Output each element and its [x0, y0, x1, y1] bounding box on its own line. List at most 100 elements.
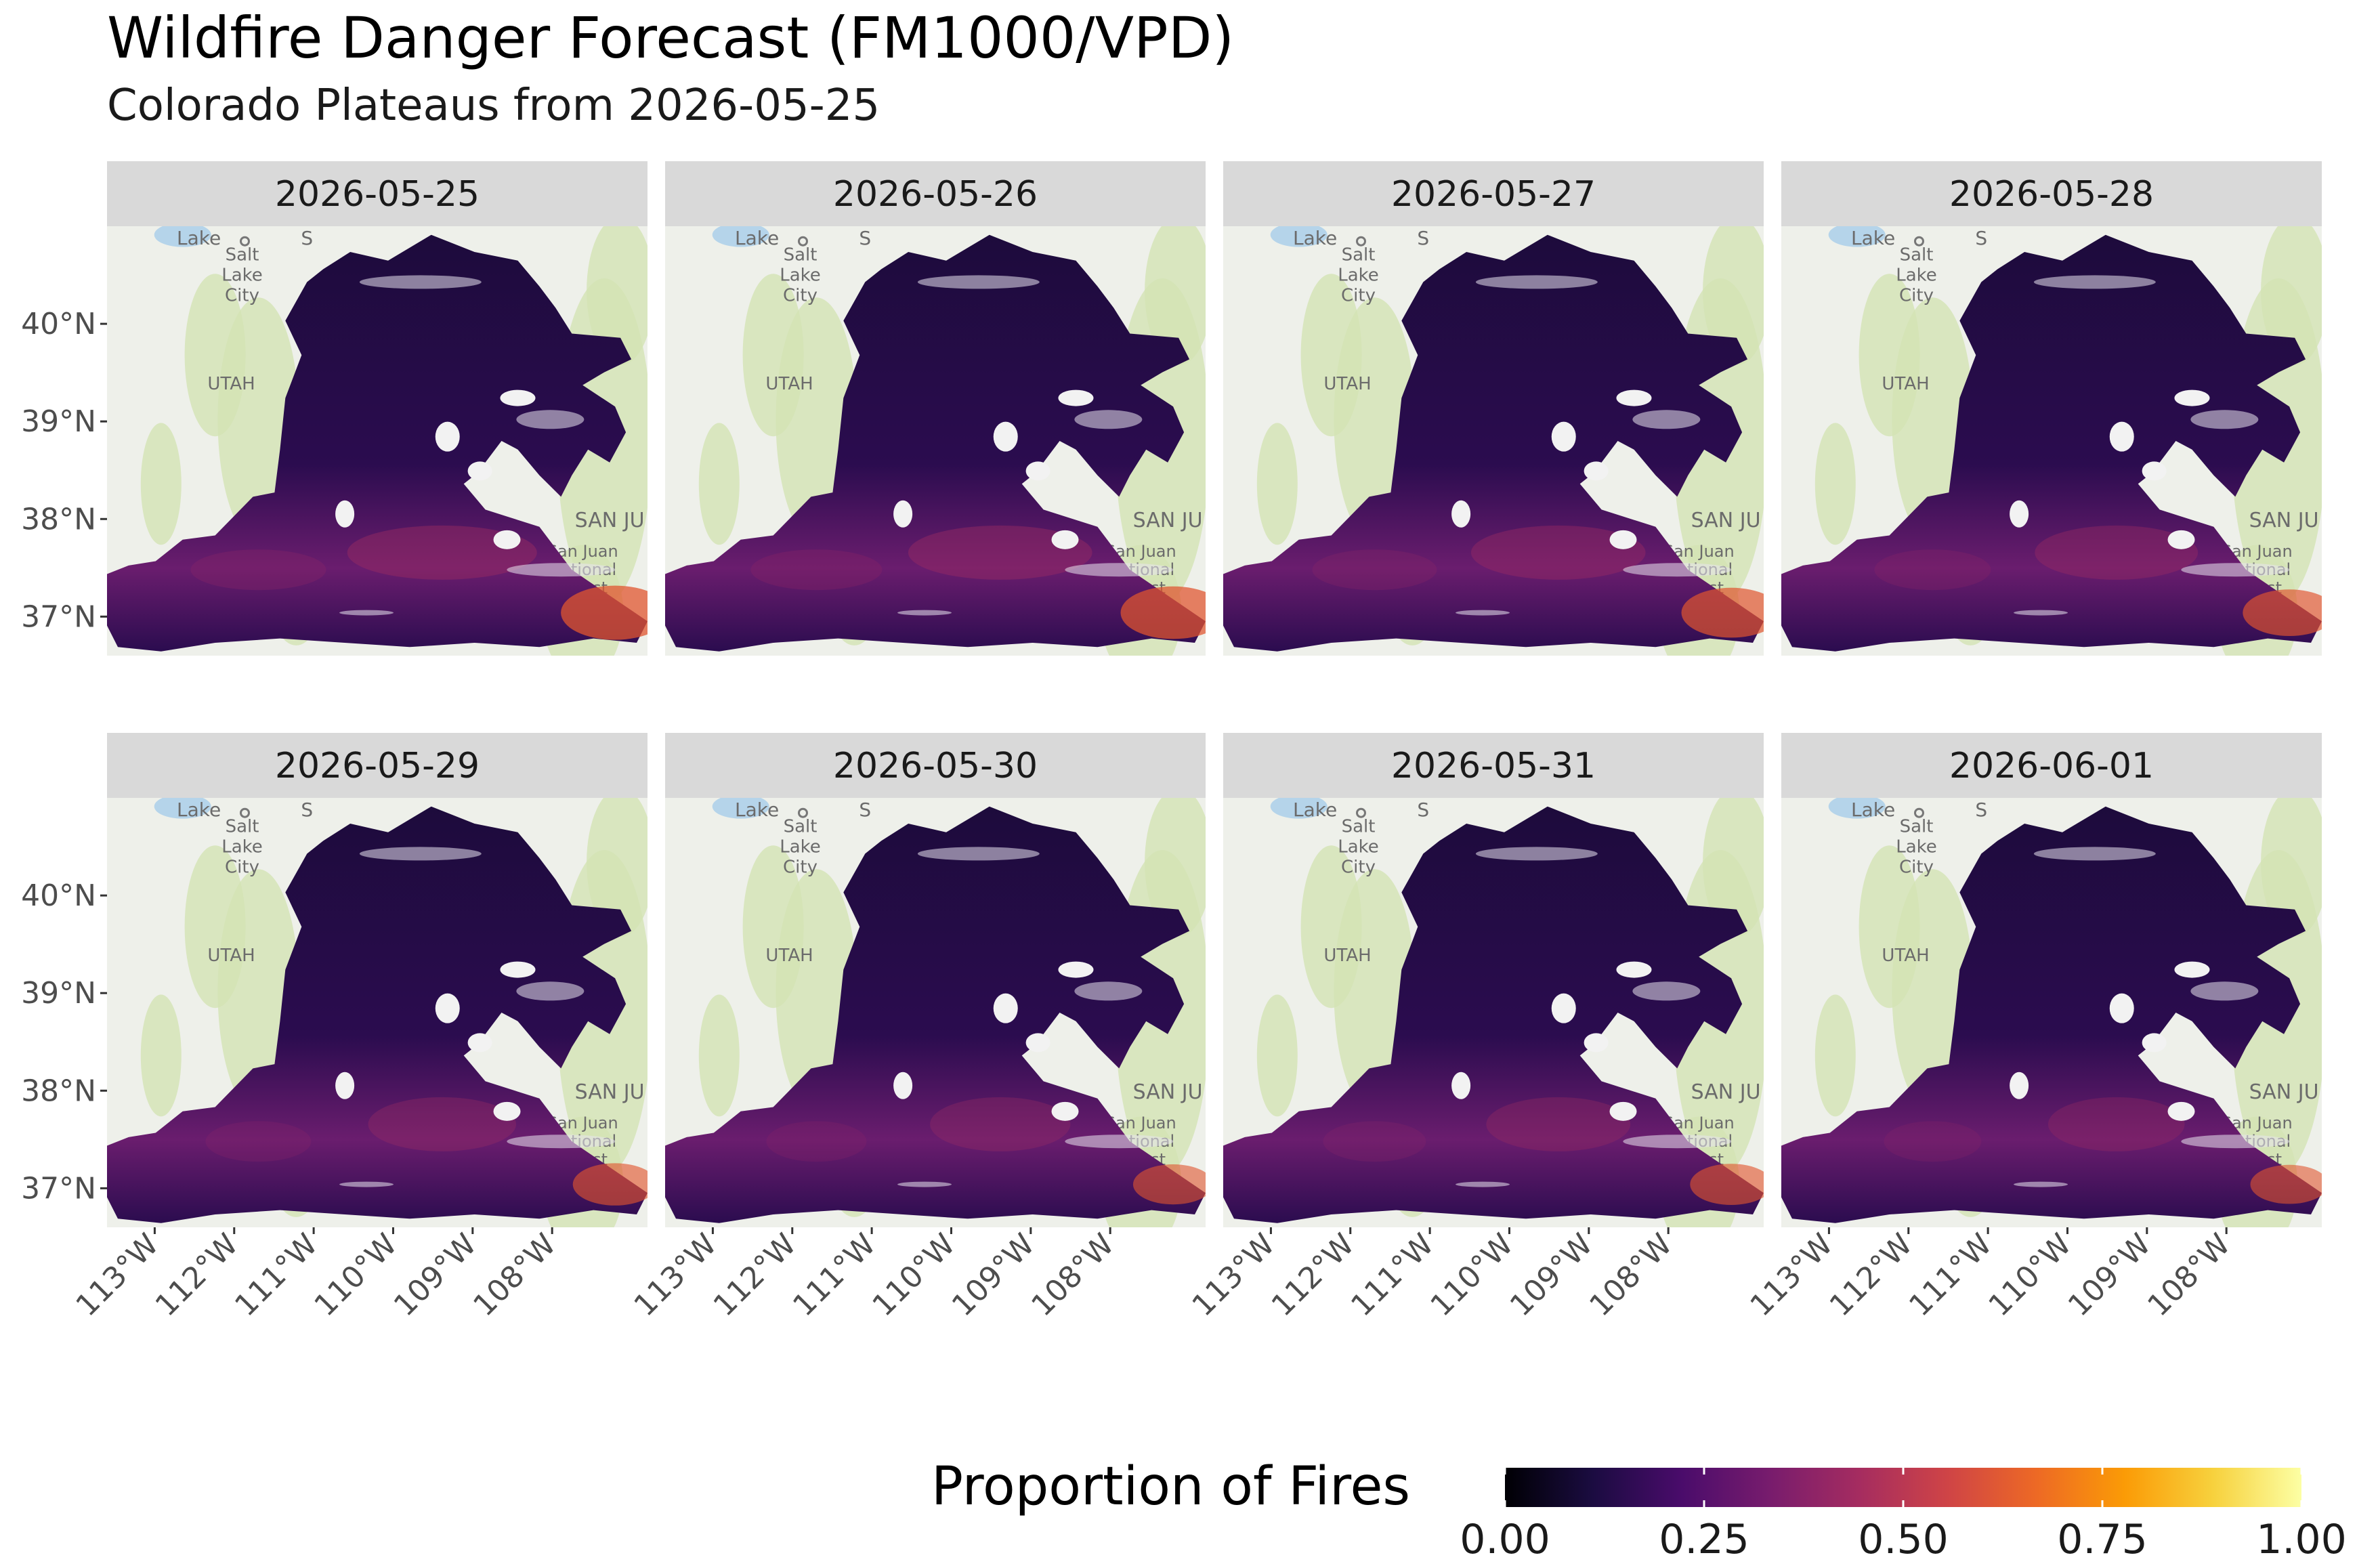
lake-shape — [154, 798, 211, 819]
region-gap — [1609, 1101, 1637, 1121]
facet-strip — [665, 161, 1206, 226]
region-gap — [467, 461, 492, 481]
region-gap — [500, 961, 536, 978]
terrain-patch — [1703, 798, 1764, 937]
terrain-patch — [698, 994, 740, 1117]
city-marker — [1355, 236, 1366, 247]
speckle-band — [1623, 1135, 1732, 1149]
map-label-city: Salt — [226, 817, 259, 837]
map-label-range: SAN JU — [575, 1080, 645, 1104]
speckle-band — [1632, 410, 1701, 429]
terrain-patch — [1300, 274, 1362, 437]
warm-band — [347, 525, 537, 580]
region-gap — [1616, 389, 1652, 406]
speckle-band — [516, 981, 585, 1001]
lake-shape — [1270, 226, 1328, 247]
hot-spot — [2243, 589, 2322, 636]
terrain-patch — [1256, 423, 1298, 545]
map-label-s: S — [859, 227, 871, 249]
map-label-city: Lake — [1338, 837, 1379, 857]
region-gap — [2167, 530, 2195, 549]
lake-shape — [154, 226, 211, 247]
region-gap — [493, 530, 521, 549]
terrain-patch — [1814, 994, 1856, 1117]
speckle-band — [897, 1181, 952, 1187]
lon-label: 108°W — [2141, 1227, 2237, 1323]
lon-label: 110°W — [307, 1227, 404, 1323]
facet-strip-label: 2026-05-29 — [275, 746, 480, 786]
terrain-patch — [1145, 226, 1206, 366]
lake-shape — [1828, 798, 1886, 819]
warm-band — [2035, 525, 2199, 580]
lon-label: 109°W — [2062, 1227, 2158, 1323]
facet-strip-label: 2026-05-30 — [833, 746, 1038, 786]
terrain-patch — [184, 845, 246, 1009]
map-label-city: Lake — [221, 837, 263, 857]
map-label-state: UTAH — [207, 946, 255, 966]
terrain-patch — [587, 226, 647, 366]
speckle-band — [2181, 563, 2290, 577]
terrain-patch — [587, 798, 647, 937]
terrain-patch — [1256, 994, 1298, 1117]
facet-strip-label: 2026-06-01 — [1949, 746, 2154, 786]
map-label-city: City — [1341, 286, 1376, 306]
terrain-patch — [1145, 798, 1206, 937]
lat-label: 37°N — [21, 1171, 96, 1206]
terrain-patch — [742, 845, 804, 1009]
terrain-patch — [1814, 423, 1856, 545]
lon-label: 111°W — [228, 1227, 324, 1323]
map-label-city: Lake — [1896, 837, 1937, 857]
warm-band — [930, 1097, 1071, 1151]
facet-strip-label: 2026-05-31 — [1391, 746, 1596, 786]
hot-spot — [1120, 586, 1206, 639]
region-gap — [1551, 993, 1576, 1023]
city-marker — [797, 236, 808, 247]
speckle-band — [359, 847, 482, 861]
map-label-city: City — [225, 857, 259, 878]
map-label-city: Lake — [1896, 266, 1937, 286]
facet-strip-label: 2026-05-25 — [275, 174, 480, 215]
warm-band — [2047, 1097, 2185, 1151]
map-label-city: City — [225, 286, 259, 306]
lon-label: 110°W — [1424, 1227, 1520, 1323]
city-marker — [1913, 236, 1924, 247]
speckle-band — [2190, 410, 2259, 429]
warm-band — [190, 549, 326, 591]
speckle-band — [1065, 1135, 1174, 1149]
map-label-city: Salt — [1900, 817, 1934, 837]
region-gap — [1609, 530, 1637, 549]
hot-spot — [1132, 1164, 1206, 1205]
facet-strip-label: 2026-05-26 — [833, 174, 1038, 215]
warm-band — [1323, 1121, 1426, 1162]
region-gap — [2010, 1072, 2029, 1099]
speckle-band — [917, 275, 1040, 289]
speckle-band — [1456, 1181, 1510, 1187]
chart-subtitle: Colorado Plateaus from 2026-05-25 — [107, 81, 880, 131]
speckle-band — [1074, 981, 1143, 1001]
speckle-band — [2033, 275, 2156, 289]
colorbar-tick-label: 1.00 — [2256, 1516, 2347, 1563]
map-label-range: SAN JU — [2249, 1080, 2319, 1104]
speckle-band — [897, 610, 952, 616]
region-gap — [2109, 993, 2134, 1023]
region-gap — [1451, 1072, 1471, 1099]
colorbar-tick-label: 0.00 — [1460, 1516, 1550, 1563]
map-label-state: UTAH — [207, 374, 255, 394]
map-label-s: S — [859, 799, 871, 821]
map-label-lake: Lake — [1851, 227, 1895, 249]
terrain-patch — [1300, 845, 1362, 1009]
colorbar-tick-label: 0.25 — [1659, 1516, 1749, 1563]
legend-title: Proportion of Fires — [931, 1456, 1411, 1517]
terrain-patch — [140, 994, 182, 1117]
region-gap — [335, 500, 355, 528]
terrain-patch — [2261, 226, 2322, 366]
map-label-s: S — [1417, 799, 1429, 821]
lake-shape — [1270, 798, 1328, 819]
region-gap — [893, 1072, 913, 1099]
lon-label: 110°W — [866, 1227, 962, 1323]
region-gap — [993, 421, 1018, 452]
